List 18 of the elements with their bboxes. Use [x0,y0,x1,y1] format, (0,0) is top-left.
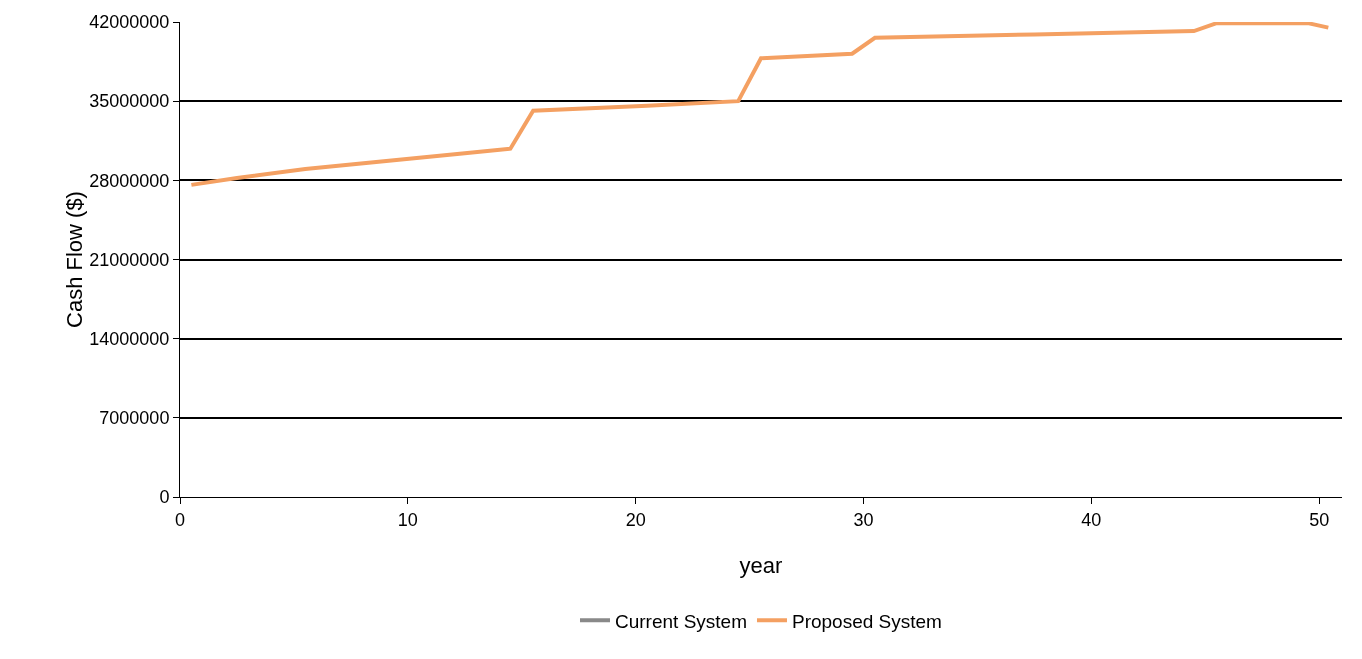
y-tick-label: 7000000 [99,408,170,429]
y-tick-label: 28000000 [89,170,170,191]
y-tick-label: 35000000 [89,91,170,112]
y-tick-label: 0 [159,487,170,508]
legend-label: Current System [615,610,747,632]
x-tick-label: 20 [625,509,646,530]
line-series [189,22,1331,187]
y-tick-label: 21000000 [89,249,170,270]
x-axis-title: year [739,553,783,578]
x-tick-label: 10 [397,509,418,530]
legend-label: Proposed System [791,610,942,632]
y-tick-label: 14000000 [89,328,170,349]
x-tick-label: 40 [1081,509,1102,530]
y-tick-label: 42000000 [89,12,170,33]
x-tick-label: 0 [174,509,186,530]
x-tick-label: 30 [853,509,874,530]
y-axis-title: Cash Flow ($) [62,191,88,328]
x-tick-label: 50 [1309,509,1330,530]
